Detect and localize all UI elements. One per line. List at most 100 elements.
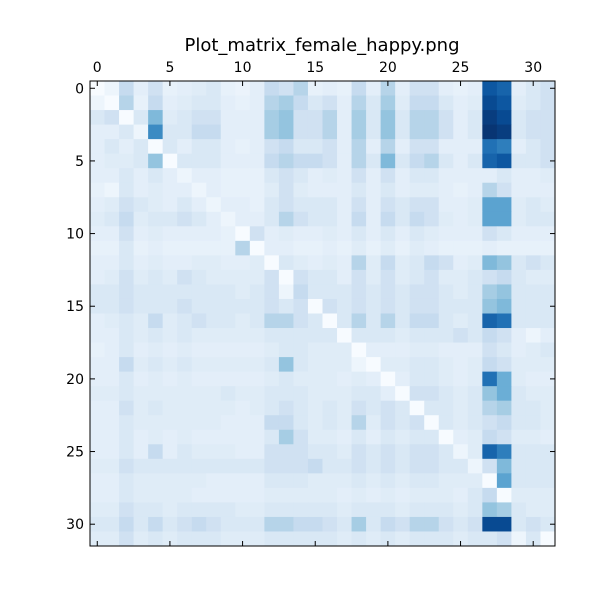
heatmap-cell bbox=[409, 516, 425, 532]
heatmap-cell bbox=[366, 473, 382, 489]
heatmap-cell bbox=[467, 444, 483, 460]
heatmap-cell bbox=[220, 226, 236, 242]
heatmap-cell bbox=[467, 313, 483, 329]
heatmap-cell bbox=[322, 197, 338, 213]
heatmap-cell bbox=[119, 386, 134, 402]
heatmap-cell bbox=[249, 124, 265, 140]
heatmap-cell bbox=[395, 444, 411, 460]
heatmap-cell bbox=[264, 458, 280, 474]
heatmap-cell bbox=[438, 182, 454, 198]
heatmap-cell bbox=[206, 139, 222, 155]
heatmap-cell bbox=[119, 182, 134, 198]
heatmap-cell bbox=[191, 81, 207, 96]
heatmap-cell bbox=[278, 255, 294, 271]
heatmap-cell bbox=[380, 124, 396, 140]
heatmap-cell bbox=[380, 313, 396, 329]
heatmap-cell bbox=[351, 197, 367, 213]
heatmap-cell bbox=[293, 298, 309, 314]
heatmap-cell bbox=[133, 313, 149, 329]
heatmap-cell bbox=[264, 269, 280, 285]
heatmap-cell bbox=[264, 240, 280, 256]
heatmap-cell bbox=[337, 415, 352, 431]
heatmap-cell bbox=[395, 458, 411, 474]
heatmap-cell bbox=[366, 415, 382, 431]
heatmap-cell bbox=[278, 110, 294, 125]
heatmap-cell bbox=[540, 444, 556, 460]
heatmap-cell bbox=[90, 371, 105, 387]
heatmap-cell bbox=[293, 197, 309, 213]
heatmap-cell bbox=[453, 473, 469, 489]
heatmap-cell bbox=[235, 110, 251, 125]
heatmap-cell bbox=[438, 487, 454, 503]
heatmap-cell bbox=[293, 110, 309, 125]
heatmap-cell bbox=[264, 284, 280, 300]
heatmap-cell bbox=[496, 458, 512, 474]
heatmap-cell bbox=[104, 415, 120, 431]
heatmap-cell bbox=[249, 139, 265, 155]
heatmap-cell bbox=[351, 110, 367, 125]
heatmap-cell bbox=[220, 357, 236, 373]
heatmap-cell bbox=[235, 255, 251, 271]
heatmap-cell bbox=[337, 269, 352, 285]
heatmap-cell bbox=[90, 139, 105, 155]
heatmap-cell bbox=[424, 357, 440, 373]
heatmap-cell bbox=[525, 110, 541, 125]
heatmap-cell bbox=[133, 139, 149, 155]
heatmap-cell bbox=[104, 168, 120, 184]
heatmap-cell bbox=[264, 124, 280, 140]
heatmap-cell bbox=[322, 139, 338, 155]
heatmap-cell bbox=[511, 226, 527, 242]
heatmap-cell bbox=[206, 284, 222, 300]
heatmap-cell bbox=[264, 95, 280, 111]
heatmap-cell bbox=[220, 168, 236, 184]
heatmap-cell bbox=[206, 240, 222, 256]
heatmap-cell bbox=[278, 211, 294, 227]
heatmap-cell bbox=[525, 342, 541, 358]
heatmap-cell bbox=[453, 226, 469, 242]
heatmap-cell bbox=[438, 313, 454, 329]
heatmap-cell bbox=[540, 357, 556, 373]
heatmap-cell bbox=[206, 429, 222, 445]
heatmap-cell bbox=[177, 371, 193, 387]
heatmap-cell bbox=[453, 124, 469, 140]
heatmap-cell bbox=[220, 240, 236, 256]
heatmap-cell bbox=[424, 531, 440, 547]
heatmap-cell bbox=[220, 502, 236, 518]
heatmap-cell bbox=[322, 516, 338, 532]
heatmap-cell bbox=[453, 255, 469, 271]
heatmap-cell bbox=[322, 284, 338, 300]
heatmap-cell bbox=[380, 81, 396, 96]
heatmap-cell bbox=[206, 153, 222, 169]
heatmap-cell bbox=[104, 81, 120, 96]
heatmap-cell bbox=[104, 328, 120, 343]
heatmap-cell bbox=[249, 473, 265, 489]
heatmap-cells bbox=[90, 81, 556, 547]
heatmap-cell bbox=[366, 429, 382, 445]
heatmap-cell bbox=[380, 516, 396, 532]
heatmap-cell bbox=[162, 81, 178, 96]
heatmap-cell bbox=[380, 415, 396, 431]
heatmap-cell bbox=[278, 284, 294, 300]
heatmap-cell bbox=[104, 240, 120, 256]
heatmap-cell bbox=[133, 95, 149, 111]
heatmap-cell bbox=[191, 400, 207, 416]
heatmap-cell bbox=[409, 386, 425, 402]
heatmap-cell bbox=[366, 357, 382, 373]
heatmap-cell bbox=[133, 516, 149, 532]
heatmap-cell bbox=[453, 153, 469, 169]
heatmap-cell bbox=[162, 153, 178, 169]
heatmap-cell bbox=[162, 516, 178, 532]
heatmap-cell bbox=[249, 531, 265, 547]
heatmap-cell bbox=[264, 226, 280, 242]
heatmap-cell bbox=[540, 153, 556, 169]
heatmap-cell bbox=[162, 240, 178, 256]
heatmap-cell bbox=[133, 371, 149, 387]
heatmap-cell bbox=[307, 473, 323, 489]
heatmap-cell bbox=[424, 429, 440, 445]
heatmap-cell bbox=[380, 139, 396, 155]
heatmap-cell bbox=[249, 110, 265, 125]
heatmap-cell bbox=[496, 400, 512, 416]
heatmap-cell bbox=[511, 110, 527, 125]
heatmap-cell bbox=[104, 95, 120, 111]
heatmap-cell bbox=[148, 313, 164, 329]
